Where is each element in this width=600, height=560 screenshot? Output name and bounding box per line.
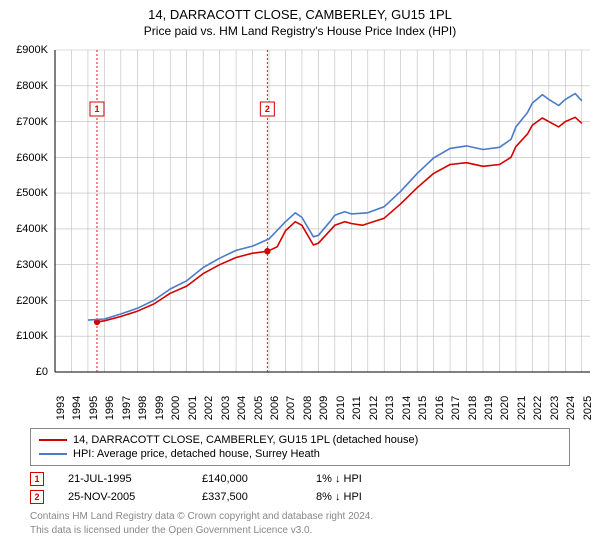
x-tick-label: 2017: [450, 396, 462, 420]
chart-container: 14, DARRACOTT CLOSE, CAMBERLEY, GU15 1PL…: [0, 0, 600, 560]
x-tick-label: 1996: [104, 396, 116, 420]
chart-plot-area: 12 £0£100K£200K£300K£400K£500K£600K£700K…: [0, 42, 600, 422]
x-tick-label: 2016: [434, 396, 446, 420]
x-tick-label: 2006: [269, 396, 281, 420]
x-tick-label: 2024: [565, 396, 577, 420]
sale-row: 2 25-NOV-2005 £337,500 8% ↓ HPI: [30, 488, 570, 506]
x-tick-label: 2009: [318, 396, 330, 420]
legend-swatch: [39, 453, 67, 455]
svg-text:2: 2: [265, 104, 270, 114]
x-tick-label: 2021: [516, 396, 528, 420]
x-tick-label: 2018: [467, 396, 479, 420]
x-tick-label: 2003: [220, 396, 232, 420]
x-tick-label: 2011: [351, 396, 363, 420]
footnote-line-1: Contains HM Land Registry data © Crown c…: [30, 510, 570, 524]
legend-item: 14, DARRACOTT CLOSE, CAMBERLEY, GU15 1PL…: [39, 433, 561, 447]
sale-marker-box: 1: [30, 472, 44, 486]
sale-delta: 1% ↓ HPI: [316, 473, 396, 485]
x-tick-label: 2015: [417, 396, 429, 420]
x-tick-label: 2007: [285, 396, 297, 420]
y-tick-label: £200K: [16, 295, 48, 307]
x-tick-label: 2013: [384, 396, 396, 420]
sale-price: £337,500: [202, 491, 292, 503]
y-tick-label: £400K: [16, 223, 48, 235]
x-tick-label: 2012: [368, 396, 380, 420]
legend-swatch: [39, 439, 67, 441]
x-tick-label: 2014: [401, 396, 413, 420]
x-tick-label: 2019: [483, 396, 495, 420]
sale-price: £140,000: [202, 473, 292, 485]
x-tick-label: 2000: [170, 396, 182, 420]
sale-delta: 8% ↓ HPI: [316, 491, 396, 503]
y-tick-label: £300K: [16, 259, 48, 271]
x-tick-label: 2001: [187, 396, 199, 420]
x-tick-label: 1998: [137, 396, 149, 420]
x-tick-label: 2005: [253, 396, 265, 420]
y-tick-label: £700K: [16, 116, 48, 128]
chart-svg: 12: [0, 42, 600, 422]
y-tick-label: £800K: [16, 80, 48, 92]
sale-date: 21-JUL-1995: [68, 473, 178, 485]
legend-item: HPI: Average price, detached house, Surr…: [39, 447, 561, 461]
chart-subtitle: Price paid vs. HM Land Registry's House …: [0, 24, 600, 42]
x-tick-label: 2020: [499, 396, 511, 420]
x-tick-label: 1995: [88, 396, 100, 420]
y-tick-label: £900K: [16, 44, 48, 56]
y-tick-label: £0: [36, 366, 48, 378]
sales-table: 1 21-JUL-1995 £140,000 1% ↓ HPI 2 25-NOV-2005…: [30, 470, 570, 506]
legend-label: 14, DARRACOTT CLOSE, CAMBERLEY, GU15 1PL…: [73, 434, 418, 446]
x-tick-label: 2025: [582, 396, 594, 420]
x-tick-label: 2002: [203, 396, 215, 420]
x-tick-label: 1997: [121, 396, 133, 420]
sale-row: 1 21-JUL-1995 £140,000 1% ↓ HPI: [30, 470, 570, 488]
x-tick-label: 2008: [302, 396, 314, 420]
x-tick-label: 1999: [154, 396, 166, 420]
x-tick-label: 1993: [55, 396, 67, 420]
x-tick-label: 2010: [335, 396, 347, 420]
footnote-line-2: This data is licensed under the Open Gov…: [30, 524, 570, 538]
footnote: Contains HM Land Registry data © Crown c…: [30, 510, 570, 537]
sale-marker-box: 2: [30, 490, 44, 504]
chart-title: 14, DARRACOTT CLOSE, CAMBERLEY, GU15 1PL: [0, 0, 600, 24]
x-tick-label: 2023: [549, 396, 561, 420]
y-tick-label: £500K: [16, 187, 48, 199]
sale-date: 25-NOV-2005: [68, 491, 178, 503]
y-tick-label: £100K: [16, 330, 48, 342]
x-tick-label: 1994: [71, 396, 83, 420]
legend-label: HPI: Average price, detached house, Surr…: [73, 448, 320, 460]
x-tick-label: 2004: [236, 396, 248, 420]
svg-text:1: 1: [94, 104, 99, 114]
y-tick-label: £600K: [16, 152, 48, 164]
x-tick-label: 2022: [532, 396, 544, 420]
legend: 14, DARRACOTT CLOSE, CAMBERLEY, GU15 1PL…: [30, 428, 570, 466]
